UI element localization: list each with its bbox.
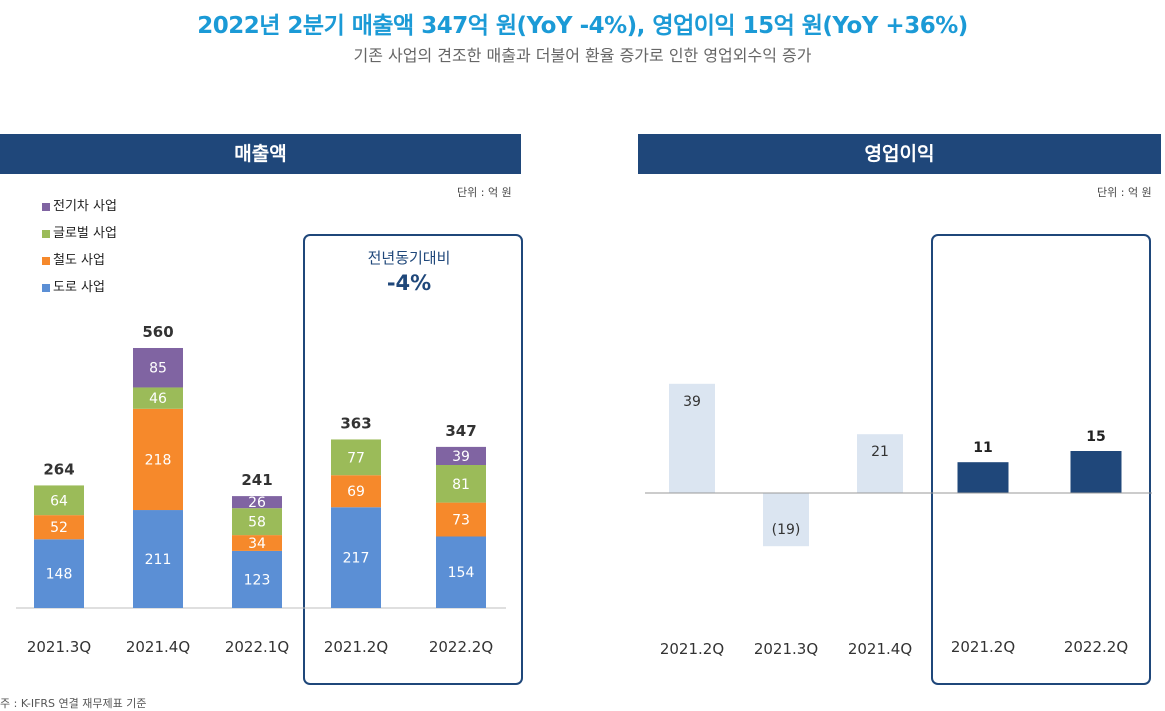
revenue-yoy-value: -4%	[387, 271, 431, 295]
revenue-bar-segment	[133, 510, 183, 608]
profit-bar	[1070, 451, 1122, 493]
page-subtitle: 기존 사업의 견조한 매출과 더불어 환율 증가로 인한 영업외수익 증가	[353, 46, 812, 65]
legend-label: 도로 사업	[53, 280, 105, 295]
legend-item: 도로 사업	[42, 276, 105, 295]
revenue-bar-segment	[232, 496, 282, 509]
revenue-unit-label: 단위 : 억 원	[457, 186, 512, 199]
legend-item: 철도 사업	[42, 249, 105, 268]
revenue-panel-header: 매출액	[0, 134, 521, 174]
profit-value-label: 39	[683, 394, 701, 410]
legend-swatch	[42, 256, 50, 265]
revenue-category-label: 2021.3Q	[27, 638, 91, 656]
revenue-bar-segment	[232, 550, 282, 608]
revenue-segment-label: 64	[50, 493, 68, 509]
legend-swatch	[42, 283, 50, 292]
profit-bar	[857, 434, 903, 493]
revenue-category-label: 2021.4Q	[126, 638, 190, 656]
revenue-bar-segment	[331, 507, 381, 608]
revenue-segment-label: 73	[452, 513, 470, 529]
legend-label: 글로벌 사업	[53, 226, 117, 241]
profit-value-label: (19)	[772, 522, 801, 538]
footnote: 주 : K-IFRS 연결 재무제표 기준	[0, 697, 147, 710]
revenue-bar-segment	[133, 387, 183, 409]
profit-bar	[763, 493, 809, 547]
revenue-total-label: 264	[43, 460, 74, 478]
legend-swatch	[42, 202, 50, 211]
profit-category-label: 2022.2Q	[1064, 638, 1128, 656]
revenue-total-label: 363	[340, 414, 371, 432]
profit-category-label: 2021.2Q	[660, 640, 724, 658]
revenue-bar-segment	[232, 508, 282, 536]
profit-highlight-box	[931, 234, 1151, 685]
revenue-segment-label: 81	[452, 477, 470, 493]
revenue-segment-label: 34	[248, 536, 266, 552]
legend-item: 글로벌 사업	[42, 222, 117, 241]
profit-bar	[957, 462, 1009, 493]
legend-swatch	[42, 229, 50, 238]
revenue-total-label: 347	[445, 422, 476, 440]
revenue-segment-label: 46	[149, 391, 167, 407]
revenue-segment-label: 77	[347, 450, 365, 466]
revenue-total-label: 241	[241, 471, 272, 489]
profit-value-label: 11	[973, 440, 992, 456]
revenue-yoy-label: 전년동기대비	[368, 249, 451, 267]
legend-item: 전기차 사업	[42, 195, 117, 214]
profit-bar	[669, 383, 715, 493]
profit-value-label: 21	[871, 444, 889, 460]
revenue-segment-label: 218	[145, 452, 172, 468]
profit-category-label: 2021.4Q	[848, 640, 912, 658]
profit-category-label: 2021.3Q	[754, 640, 818, 658]
revenue-bar-segment	[34, 515, 84, 540]
revenue-category-label: 2021.2Q	[324, 638, 388, 656]
revenue-segment-label: 217	[343, 551, 370, 567]
revenue-category-label: 2022.1Q	[225, 638, 289, 656]
revenue-segment-label: 211	[145, 552, 172, 568]
revenue-category-label: 2022.2Q	[429, 638, 493, 656]
legend-label: 철도 사업	[53, 253, 105, 268]
revenue-segment-label: 52	[50, 520, 68, 536]
revenue-bar-segment	[436, 536, 486, 608]
revenue-bar-segment	[436, 446, 486, 465]
profit-value-label: 15	[1086, 429, 1105, 445]
revenue-bar-segment	[133, 347, 183, 388]
revenue-segment-label: 123	[244, 572, 271, 588]
revenue-bar-segment	[436, 502, 486, 537]
revenue-bar-segment	[34, 539, 84, 608]
revenue-bar-segment	[436, 464, 486, 503]
operating-profit-panel-header: 영업이익	[638, 134, 1161, 174]
revenue-yoy-highlight-box	[303, 234, 523, 685]
revenue-bar-segment	[133, 408, 183, 511]
revenue-total-label: 560	[142, 323, 173, 341]
revenue-segment-label: 154	[448, 565, 475, 581]
revenue-bar-segment	[331, 475, 381, 508]
revenue-bar-segment	[34, 485, 84, 516]
legend-label: 전기차 사업	[53, 199, 117, 214]
page-title: 2022년 2분기 매출액 347억 원(YoY -4%), 영업이익 15억 …	[197, 13, 968, 39]
revenue-segment-label: 148	[46, 567, 73, 583]
revenue-bar-segment	[232, 535, 282, 551]
revenue-segment-label: 58	[248, 515, 266, 531]
profit-unit-label: 단위 : 억 원	[1097, 186, 1152, 199]
revenue-bar-segment	[331, 439, 381, 476]
revenue-segment-label: 39	[452, 449, 470, 465]
revenue-segment-label: 85	[149, 361, 167, 377]
revenue-segment-label: 26	[248, 495, 266, 511]
revenue-segment-label: 69	[347, 484, 365, 500]
profit-category-label: 2021.2Q	[951, 638, 1015, 656]
